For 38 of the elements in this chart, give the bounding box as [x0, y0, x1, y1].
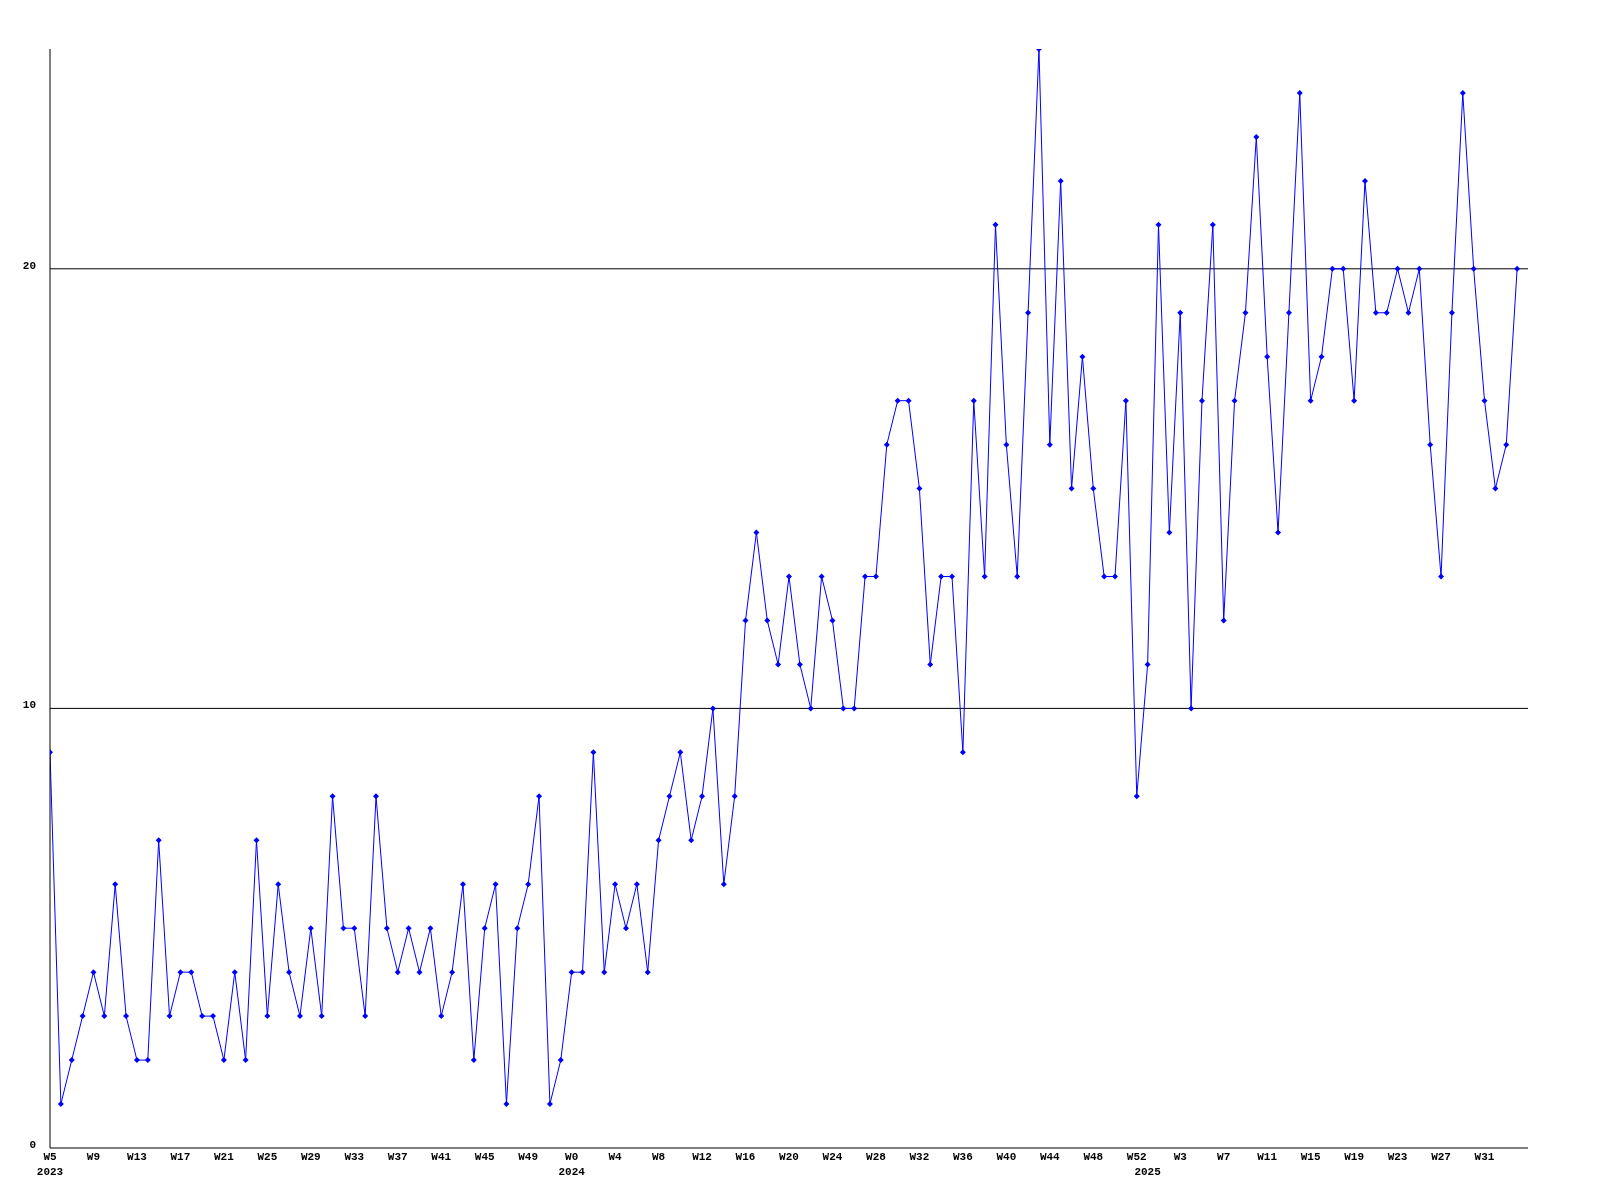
x-tick-label: W12 — [692, 1151, 712, 1163]
x-tick-label: W21 — [213, 1151, 235, 1163]
x-tick-label: W8 — [651, 1151, 666, 1163]
x-tick-label: W31 — [1474, 1151, 1495, 1163]
x-tick-label: W40 — [996, 1151, 1017, 1163]
x-tick-label: W28 — [866, 1151, 887, 1163]
x-tick-label: W52 — [1126, 1151, 1147, 1163]
x-tick-label: W23 — [1387, 1151, 1408, 1163]
y-tick-label: 20 — [22, 259, 36, 272]
x-tick-label: W13 — [127, 1151, 148, 1163]
x-tick-label: W4 — [608, 1151, 623, 1163]
x-tick-label: W36 — [952, 1151, 973, 1163]
x-tick-label: W0 2024 — [558, 1151, 586, 1178]
x-tick-label: W37 — [387, 1151, 408, 1163]
x-tick-label: W9 — [86, 1151, 101, 1163]
x-tick-label: W11 — [1257, 1151, 1278, 1163]
x-tick-label: W32 — [909, 1151, 930, 1163]
x-tick-label: W3 — [1173, 1151, 1188, 1163]
x-tick-label: W5 2023 — [36, 1151, 64, 1178]
x-tick-label: W16 — [735, 1151, 756, 1163]
x-tick-label: W44 — [1039, 1151, 1061, 1163]
x-tick-label: W45 — [474, 1151, 495, 1163]
x-tick-label: W15 — [1300, 1151, 1321, 1163]
y-tick-label: 0 — [29, 1139, 36, 1151]
x-tick-label: W17 — [170, 1151, 191, 1163]
x-tick-label: W41 — [431, 1151, 452, 1163]
x-tick-label: W33 — [344, 1151, 365, 1163]
x-tick-label: W25 — [257, 1151, 278, 1163]
x-tick-label: W29 — [300, 1151, 321, 1163]
x-tick-label: 2025 — [1134, 1166, 1162, 1178]
x-tick-label: W24 — [822, 1151, 843, 1163]
x-tick-label: W27 — [1431, 1151, 1451, 1163]
x-tick-label: W7 — [1217, 1151, 1231, 1163]
y-tick-label: 10 — [22, 699, 36, 712]
x-tick-label: W19 — [1344, 1151, 1365, 1163]
x-tick-label: W49 — [518, 1151, 539, 1163]
x-tick-label: W48 — [1083, 1151, 1104, 1163]
x-tick-label: W20 — [779, 1151, 799, 1163]
